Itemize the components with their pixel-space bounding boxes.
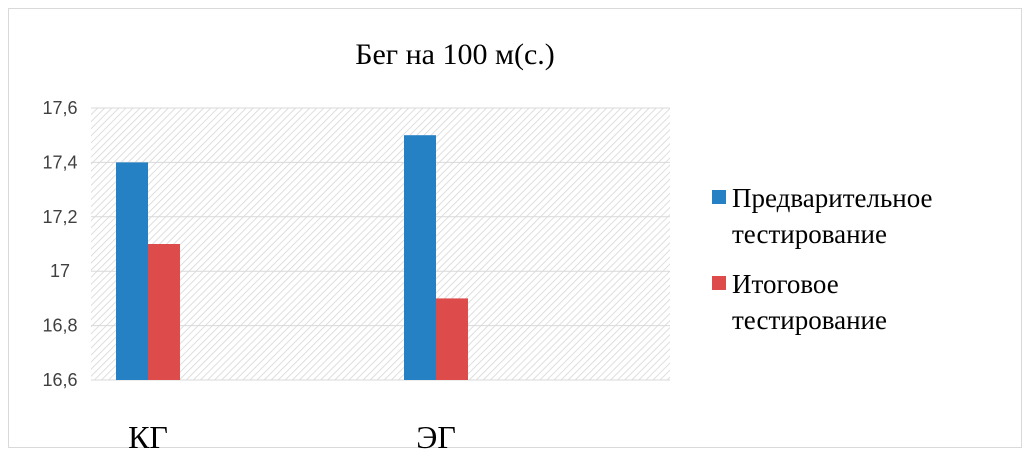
- y-tick-label: 16,6: [42, 370, 77, 390]
- y-tick-label: 17,4: [42, 152, 77, 172]
- legend-swatch-final: [712, 276, 726, 290]
- y-tick-label: 16,8: [42, 316, 77, 336]
- legend-label-preliminary: Предварительное тестирование: [732, 183, 933, 249]
- x-category-label: ЭГ: [416, 419, 456, 455]
- y-tick-label: 17,6: [42, 98, 77, 118]
- legend-item-preliminary: Предварительное тестирование: [712, 180, 1012, 252]
- y-axis: 16,6 16,8 17 17,2 17,4 17,6: [42, 98, 77, 390]
- bars: [116, 135, 468, 380]
- y-tick-label: 17,2: [42, 207, 77, 227]
- bar-preliminary-0: [116, 162, 148, 380]
- chart-title: Бег на 100 м(с.): [355, 38, 555, 71]
- legend-label-final: Итоговое тестирование: [732, 269, 887, 335]
- legend-item-final: Итоговое тестирование: [712, 266, 1012, 338]
- plot-area: [91, 108, 670, 380]
- legend: Предварительное тестирование Итоговое те…: [712, 180, 1012, 352]
- bar-preliminary-1: [404, 135, 436, 380]
- bar-final-0: [148, 244, 180, 380]
- bar-final-1: [436, 298, 468, 380]
- gridlines: [91, 107, 670, 381]
- y-tick-label: 17: [50, 261, 70, 281]
- legend-swatch-preliminary: [712, 190, 726, 204]
- x-category-label: КГ: [128, 419, 168, 455]
- x-axis: КГ ЭГ: [128, 419, 456, 455]
